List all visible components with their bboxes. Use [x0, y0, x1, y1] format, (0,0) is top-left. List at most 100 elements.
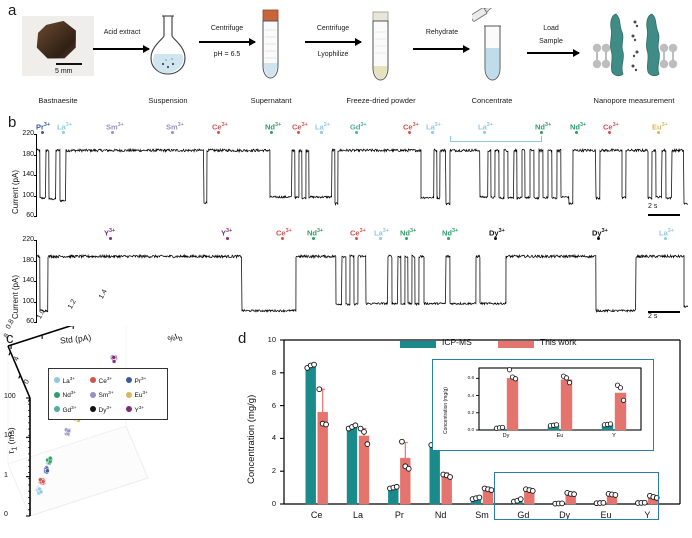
inset-xtick-eu: Eu	[556, 433, 564, 439]
panel-c-letter: c	[6, 330, 14, 347]
inset-datapoint-y-1	[617, 385, 624, 391]
legend-swatch-thiswork	[498, 341, 534, 348]
trace-ion-dot-nd3-6	[405, 237, 409, 241]
legend-dot-eu3	[126, 391, 132, 398]
datapoint-la-thiswork-1	[361, 428, 367, 435]
d-xtick-nd: Nd	[434, 510, 447, 520]
arrow-4	[413, 45, 470, 52]
scatter-cluster-ce3	[38, 477, 47, 486]
trace-ion-dot-gd3-8	[355, 131, 359, 135]
d-xtick-gd: Gd	[517, 510, 530, 520]
inset-datapoint-dy-2	[512, 376, 519, 382]
legend-dot-y3	[126, 406, 132, 413]
legend-row-1: Nd3+ Sm3+ Eu3+	[54, 388, 162, 403]
step-label-acid-extract: Acid extract	[103, 29, 141, 36]
trace-ion-label-la3-1: La3+	[57, 122, 72, 132]
ytick-60: 60	[26, 212, 34, 219]
trace-ion-label-eu3-15: Eu3+	[652, 122, 668, 132]
trace-ion-dot-sm3-2	[111, 131, 115, 135]
d-xtick-eu: Eu	[600, 510, 612, 520]
axis-title-tau-sub: 1	[10, 446, 19, 451]
legend-row-0: La3+ Ce3+ Pr3+	[54, 373, 162, 388]
tube-concentrate-icon	[472, 8, 501, 81]
arrow-5	[527, 49, 580, 56]
inset-canvas	[476, 367, 642, 431]
ytick-mark	[34, 216, 37, 217]
flask-suspension-icon	[150, 15, 186, 75]
trace-ion-dot-ce3-9	[408, 131, 412, 135]
trace-ion-label-y3-1: Y3+	[221, 228, 233, 238]
panel-b-current-traces: b 220 180 140 100 60 Current (pA) Pr3+ La3+ Sm…	[0, 114, 692, 326]
ytick-180: 180	[22, 256, 34, 264]
legend-swatch-icpms	[400, 341, 436, 348]
datapoint-la-icpms-2	[352, 422, 359, 429]
trace-ion-dot-pr3-0	[41, 131, 45, 135]
datapoint-la-thiswork-2	[364, 441, 371, 447]
legend-dot-ce3	[90, 377, 96, 384]
ytick-140: 140	[22, 171, 34, 178]
trace-ion-label-y3-0: Y3+	[104, 228, 116, 238]
legend-dot-la3	[54, 377, 60, 384]
legend-item-y3: Y3+	[126, 405, 162, 414]
scalebar-bottom-label: 2 s	[648, 313, 658, 320]
trace-ion-dot-ce3-2	[281, 237, 285, 241]
panel-c-3d-scatter: c Std (pA) %Ib τ1 (ms) 0 4 8 0.8 1.0 1.2 1.4 10…	[0, 288, 232, 538]
scalebar-top-label: 2 s	[648, 203, 658, 210]
inset-datapoint-y-2	[607, 421, 614, 427]
trace-ion-label-dy3-9: Dy3+	[592, 228, 608, 238]
trace-ion-dot-nd3-12	[540, 131, 544, 135]
inset-xtick-y: Y	[612, 433, 616, 439]
trace-ion-dot-ce3-4	[217, 131, 221, 135]
trace-ion-label-ce3-2: Ce3+	[276, 228, 292, 238]
step-label-load: Load	[543, 25, 559, 32]
legend-row-2: Gd3+ Dy3+ Y3+	[54, 402, 162, 417]
y-axis-line	[36, 240, 38, 322]
trace-ion-dot-sm3-3	[171, 131, 175, 135]
datapoint-sm-icpms-2	[476, 494, 483, 501]
ytick-mark	[34, 195, 37, 197]
tube-freeze-dried-icon	[372, 11, 389, 81]
datapoint-y-icpms-2	[641, 499, 648, 506]
trace-ion-label-ce3-4: Ce3+	[350, 228, 366, 238]
arrow-3	[305, 38, 362, 45]
arrow-2	[199, 38, 256, 45]
datapoint-eu-thiswork-2	[612, 492, 619, 498]
trace-ion-label-sm3-2: Sm3+	[106, 122, 124, 132]
inset-ytitle: Concentration (mg/g)	[443, 387, 449, 434]
legend-text-gd3: Gd3+	[62, 404, 77, 414]
caption-nanopore-measurement: Nanopore measurement	[593, 96, 675, 105]
ytick-mark	[34, 260, 37, 262]
ytick-mark	[34, 134, 37, 135]
highlight-box-dy-eu-y	[494, 472, 659, 520]
legend-text-la3: La3+	[62, 375, 76, 385]
d-xtick-la: La	[352, 510, 363, 520]
d-xtick-sm: Sm	[475, 510, 489, 520]
ytick-mark	[34, 322, 37, 323]
legend-label-thiswork: This work	[540, 337, 577, 347]
datapoint-pr-thiswork-0	[399, 438, 405, 445]
arrow-1	[93, 45, 150, 52]
ytick-220: 220	[22, 236, 34, 243]
trace-ion-label-nd3-7: Nd3+	[442, 228, 459, 238]
inset-datapoint-dy-0	[506, 367, 513, 373]
inset-bar-eu-thiswork	[560, 379, 573, 431]
inset-datapoint-eu-1	[563, 375, 570, 381]
trace-bottom-ytitle: Current (pA)	[11, 274, 20, 319]
scalebar-bottom	[648, 311, 680, 313]
inset-ytick-0.0: 0.0	[467, 427, 474, 432]
trace-top-signal	[36, 147, 688, 206]
d-ytick-8: 8	[271, 367, 276, 377]
caption-suspension: Suspension	[148, 96, 188, 105]
scatter-cluster-y3	[109, 354, 118, 364]
trace-ion-label-la3-7: La3+	[315, 122, 330, 132]
scatter-cluster-nd3	[45, 455, 54, 466]
datapoint-ce-thiswork-2	[323, 421, 329, 428]
d-ytick-0: 0	[271, 499, 276, 508]
legend-text-sm3: Sm3+	[98, 390, 114, 400]
legend-text-y3: Y3+	[134, 404, 145, 414]
datapoint-gd-icpms-2	[517, 496, 524, 502]
step-label-sample: Sample	[539, 38, 563, 45]
trace-ion-dot-dy3-8	[494, 237, 498, 241]
ytick-mark	[34, 154, 37, 156]
caption-bastnaesite: Bastnaesite	[38, 96, 78, 105]
